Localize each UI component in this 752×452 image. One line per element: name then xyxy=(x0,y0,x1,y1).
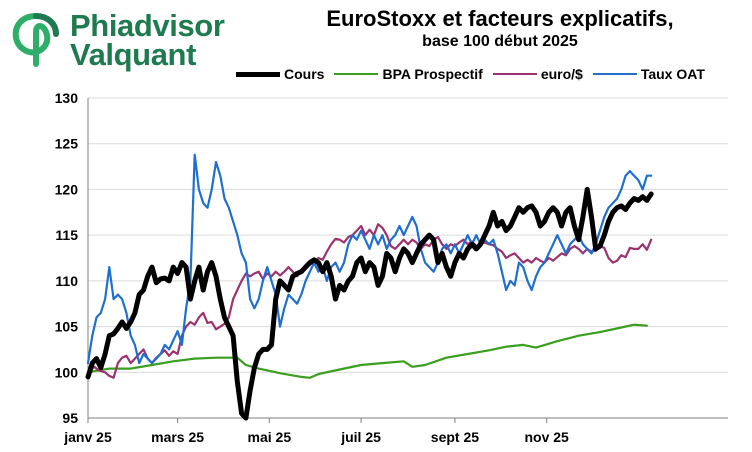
x-tick-label: mars 25 xyxy=(151,429,204,445)
y-tick-label: 105 xyxy=(55,319,79,335)
legend-item: Taux OAT xyxy=(592,66,705,82)
chart-title: EuroStoxx et facteurs explicatifs, base … xyxy=(290,6,710,52)
x-tick-label: nov 25 xyxy=(524,429,569,445)
y-tick-label: 110 xyxy=(55,273,78,289)
chart-series xyxy=(85,153,654,421)
legend-label: BPA Prospectif xyxy=(382,66,483,82)
y-tick-label: 115 xyxy=(55,227,78,243)
chart-title-line2: base 100 début 2025 xyxy=(422,33,578,50)
legend-item: BPA Prospectif xyxy=(334,66,483,82)
y-tick-label: 95 xyxy=(62,410,78,426)
legend-label: euro/$ xyxy=(540,66,583,82)
x-tick-label: janv 25 xyxy=(63,429,112,445)
y-tick-label: 120 xyxy=(55,181,79,197)
legend-swatch xyxy=(492,73,537,75)
legend-label: Taux OAT xyxy=(640,66,705,82)
logo: Phiadvisor Valquant xyxy=(8,10,238,70)
phi-swirl-icon xyxy=(12,13,59,67)
series-line-taux-oat xyxy=(86,153,653,365)
series-line-euro- xyxy=(86,223,653,379)
legend-item: Cours xyxy=(236,66,324,82)
legend-swatch xyxy=(592,73,637,75)
legend-item: euro/$ xyxy=(492,66,583,82)
legend-swatch xyxy=(334,73,379,75)
chart-axes xyxy=(87,98,728,419)
chart-legend: Cours BPA Prospectif euro/$ Taux OAT xyxy=(236,64,715,84)
logo-name-line2: Valquant xyxy=(70,37,196,72)
series-line-bpa-prospectif xyxy=(86,323,648,379)
legend-swatch xyxy=(236,71,280,77)
x-tick-label: mai 25 xyxy=(248,429,292,445)
y-tick-label: 100 xyxy=(55,364,79,380)
chart-title-line1: EuroStoxx et facteurs explicatifs, xyxy=(326,6,674,31)
series-line-cours xyxy=(85,186,654,421)
x-axis-ticks: janv 25 mars 25 mai 25 juil 25 sept 25 nov 25 xyxy=(63,418,569,445)
y-tick-label: 130 xyxy=(55,90,79,106)
logo-name-line1: Phiadvisor xyxy=(70,8,225,43)
y-tick-label: 125 xyxy=(55,136,79,152)
y-axis-ticks: 95 100 105 110 115 120 125 130 xyxy=(55,90,79,426)
x-tick-label: juil 25 xyxy=(340,429,381,445)
chart-gridlines xyxy=(88,97,728,419)
x-tick-label: sept 25 xyxy=(431,429,479,445)
legend-label: Cours xyxy=(284,66,325,82)
